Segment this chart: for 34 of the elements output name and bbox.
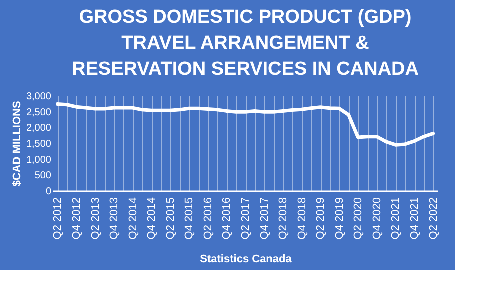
y-tick-label: 2,500 [26, 107, 52, 118]
y-tick-label: 1,500 [26, 139, 52, 150]
x-tick-label: Q2 2015 [164, 198, 177, 240]
x-tick-label: Q2 2013 [90, 198, 102, 240]
x-tick-label: Q2 2019 [315, 198, 328, 240]
x-tick-label: Q2 2017 [240, 198, 252, 240]
y-tick-label: 3,000 [26, 92, 52, 102]
y-tick-label: 1,000 [26, 154, 52, 166]
x-tick-label: Q4 2016 [221, 198, 234, 240]
x-tick-label: Q2 2016 [202, 198, 214, 240]
x-tick-label: Q2 2021 [390, 198, 402, 240]
y-tick-label: 2,000 [26, 123, 52, 134]
x-tick-label: Q4 2012 [70, 198, 83, 240]
x-tick-label: Q2 2020 [352, 198, 365, 240]
x-tick-label: Q4 2019 [334, 198, 346, 240]
text: GROSS DOMESTIC PRODUCT (GDP) [79, 7, 412, 28]
y-tick-label: 500 [34, 170, 52, 182]
x-tick-label: Q2 2012 [52, 198, 64, 240]
y-tick-label: 0 [46, 186, 52, 198]
x-tick-label: Q4 2020 [371, 198, 384, 240]
x-tick-label: Q2 2018 [278, 198, 290, 240]
x-tick-label: Q2 2014 [127, 198, 140, 240]
x-tick-label: Q4 2018 [296, 198, 308, 240]
line-series [56, 102, 436, 147]
x-tick-label: Q4 2015 [184, 198, 196, 240]
x-tick-label: Q4 2014 [146, 198, 158, 240]
x-tick-label: Q4 2017 [258, 198, 271, 240]
text: TRAVEL ARRANGEMENT & [122, 33, 370, 54]
y-axis-title: $CAD MILLIONS [11, 101, 24, 187]
x-axis-title: Statistics Canada [200, 254, 293, 266]
x-tick-label: Q4 2021 [409, 198, 422, 240]
x-tick-label: Q4 2013 [108, 198, 121, 240]
x-tick-label: Q2 2022 [428, 198, 440, 240]
text: RESERVATION SERVICES IN CANADA [72, 59, 419, 80]
